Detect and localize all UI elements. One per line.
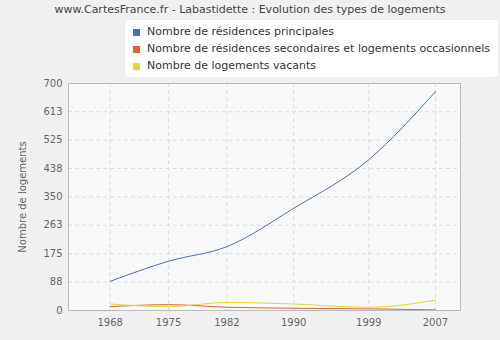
svg-text:Nombre de logements: Nombre de logements [17,141,28,252]
svg-text:700: 700 [43,78,62,89]
html-text:www.CartesFrance.fr - Labastid: www.CartesFrance.fr - Labastidette : Evo… [54,3,446,16]
svg-text:1990: 1990 [281,317,306,328]
html-text:Nombre de résidences principal: Nombre de résidences principales [147,25,334,38]
svg-text:1982: 1982 [214,317,239,328]
svg-text:88: 88 [50,276,63,287]
svg-text:525: 525 [43,134,62,145]
svg-text:613: 613 [43,106,62,117]
svg-text:350: 350 [43,191,62,202]
svg-text:1999: 1999 [356,317,381,328]
svg-text:2007: 2007 [423,317,448,328]
svg-text:1975: 1975 [156,317,181,328]
svg-text:0: 0 [56,305,62,316]
html-text:Nombre de résidences secondair: Nombre de résidences secondaires et loge… [147,42,490,55]
svg-text:175: 175 [43,248,62,259]
svg-text:1968: 1968 [97,317,122,328]
svg-text:438: 438 [43,163,62,174]
svg-text:263: 263 [43,219,62,230]
html-text:Nombre de logements vacants: Nombre de logements vacants [147,59,316,72]
